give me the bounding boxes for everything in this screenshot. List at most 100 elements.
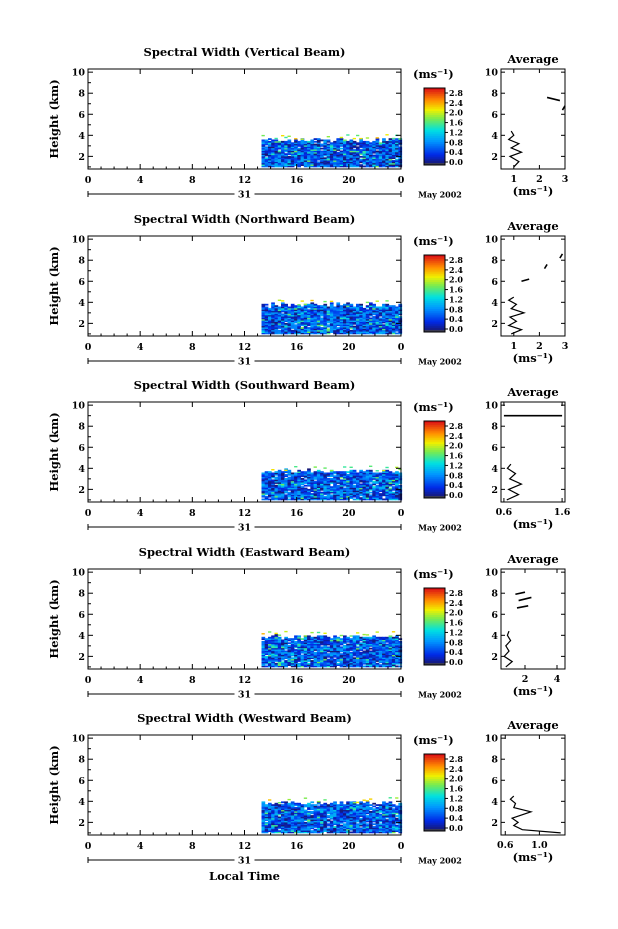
heatmap-cell: [316, 486, 321, 488]
heatmap-cell: [320, 329, 324, 332]
heatmap-cell: [362, 811, 367, 813]
heatmap-cell: [294, 645, 298, 647]
colorbar-segment: [424, 639, 445, 643]
heatmap-cell: [385, 816, 390, 819]
heatmap-cell: [294, 651, 298, 654]
heatmap-cell: [329, 143, 334, 146]
panel-4: Spectral Width (Eastward Beam)246810Heig…: [47, 545, 566, 701]
heatmap-cell: [391, 647, 396, 650]
heatmap-cell: [356, 816, 360, 819]
heatmap-cell: [316, 647, 321, 650]
heatmap-cell: [313, 638, 318, 640]
heatmap-cell: [316, 331, 321, 333]
heatmap-cell: [277, 498, 282, 501]
colorbar-tick-label: 2.0: [449, 608, 463, 618]
heatmap-cell: [264, 651, 269, 654]
heatmap-cell: [313, 823, 318, 826]
heatmap-cell: [307, 830, 311, 832]
heatmap-cell: [356, 662, 360, 665]
heatmap-cell: [398, 665, 403, 668]
heatmap-cell: [359, 664, 363, 666]
y-tick-label: 4: [78, 131, 85, 142]
heatmap-cell: [369, 819, 373, 821]
heatmap-cell: [395, 495, 399, 498]
heatmap-cell: [300, 808, 305, 811]
heatmap-cell: [316, 479, 321, 482]
heatmap-cell: [385, 161, 390, 164]
heatmap-cell: [385, 146, 390, 149]
heatmap-cell: [388, 645, 393, 647]
heatmap-cell: [372, 812, 376, 815]
heatmap-cell: [369, 313, 373, 316]
heatmap-cell: [303, 828, 308, 831]
heatmap-cell: [385, 479, 390, 482]
average-x-tick-label: 1: [510, 341, 517, 352]
heatmap-cell: [290, 480, 295, 483]
heatmap-cell: [369, 469, 373, 472]
heatmap-cell: [326, 643, 331, 646]
heatmap-cell: [369, 664, 373, 666]
heatmap-cell: [310, 161, 315, 164]
heatmap-cell: [375, 819, 380, 821]
heatmap-cell: [365, 332, 370, 335]
heatmap-cell: [375, 150, 380, 153]
heatmap-cell: [388, 306, 393, 309]
heatmap-cell: [287, 165, 292, 168]
heatmap-cell: [375, 640, 380, 643]
heatmap-cell: [277, 164, 282, 166]
heatmap-cell: [323, 321, 328, 324]
heatmap-cell: [320, 139, 324, 142]
heatmap-cell: [294, 493, 298, 495]
heatmap-cell: [290, 658, 295, 661]
heatmap-cell: [300, 312, 305, 314]
heatmap-cell: [375, 817, 380, 820]
heatmap-cell: [316, 645, 321, 647]
heatmap-cell: [297, 478, 301, 480]
heatmap-cell: [385, 826, 390, 828]
heatmap-cell: [323, 650, 328, 653]
heatmap-cell: [395, 313, 399, 316]
heatmap-cell: [264, 819, 269, 821]
heatmap-cell: [356, 651, 360, 654]
heatmap-cell: [297, 161, 301, 164]
heatmap-cell: [398, 329, 403, 332]
heatmap-cell: [271, 482, 275, 484]
heatmap-cell: [316, 312, 321, 314]
heatmap-cell: [277, 327, 282, 329]
heatmap-cell: [362, 820, 367, 823]
average-x-tick-label: 4: [554, 674, 561, 685]
heatmap-cell: [395, 314, 399, 317]
heatmap-cell: [362, 493, 367, 495]
heatmap-cell: [297, 649, 301, 651]
colorbar-segment: [424, 430, 445, 433]
heatmap-cell: [320, 823, 324, 826]
heatmap-cell: [264, 314, 269, 317]
heatmap-cell: [303, 487, 308, 490]
heatmap-cell: [378, 658, 383, 661]
heatmap-cell: [398, 309, 403, 312]
heatmap-cell: [382, 636, 386, 639]
heatmap-cell: [346, 655, 350, 658]
colorbar-segment: [424, 494, 445, 497]
heatmap-cell: [313, 645, 318, 647]
heatmap-cell: [271, 322, 275, 325]
heatmap-cell: [310, 317, 315, 320]
heatmap-cell: [369, 658, 373, 661]
heatmap-cell: [362, 828, 367, 831]
heatmap-cell: [284, 819, 288, 821]
heatmap-cell: [297, 804, 301, 806]
heatmap-cell: [290, 640, 295, 643]
heatmap-cell: [274, 312, 279, 314]
heatmap-cell: [261, 332, 266, 335]
colorbar-segment: [424, 655, 445, 658]
heatmap-cell: [362, 646, 367, 649]
heatmap-cell: [391, 657, 396, 660]
heatmap-cell: [274, 650, 279, 653]
heatmap-cell: [398, 332, 403, 335]
heatmap-cell: [323, 313, 328, 316]
heatmap-cell: [329, 155, 334, 158]
heatmap-cell: [395, 636, 399, 639]
colorbar-segment: [424, 611, 445, 614]
heatmap-cell: [333, 158, 337, 161]
colorbar-segment: [424, 438, 445, 441]
